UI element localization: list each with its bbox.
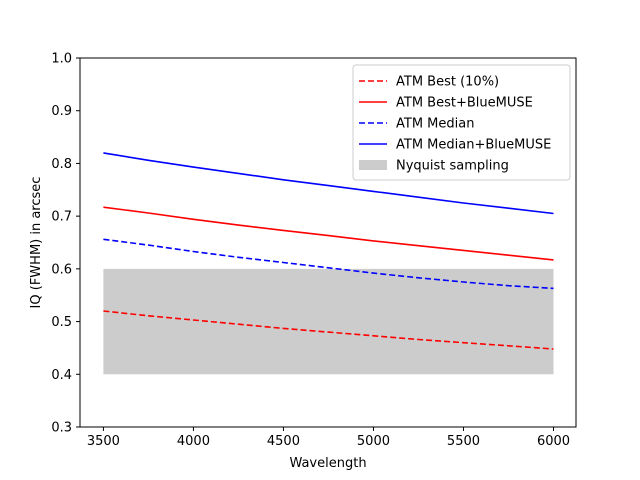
x-tick-label: 4000 xyxy=(177,434,210,449)
legend-label-atm-best-bluemuse: ATM Best+BlueMUSE xyxy=(396,96,533,111)
plot-area xyxy=(103,152,554,375)
legend-label-nyquist-sampling: Nyquist sampling xyxy=(396,159,509,174)
series-line-atm-median-bluemuse xyxy=(103,152,554,215)
legend-label-atm-median: ATM Median xyxy=(396,117,474,132)
series-line-atm-best-10 xyxy=(103,310,554,350)
x-axis-label: Wavelength xyxy=(289,456,366,471)
y-axis: 0.3 0.4 0.5 0.6 0.7 0.8 0.9 1.0 xyxy=(51,52,80,436)
series-line-atm-median xyxy=(103,238,554,290)
x-tick-label: 5500 xyxy=(447,434,480,449)
y-tick-label: 0.3 xyxy=(51,421,72,436)
series-line-atm-best-bluemuse xyxy=(103,206,554,261)
legend-box xyxy=(352,64,571,181)
x-tick-label: 4500 xyxy=(267,434,300,449)
y-tick-label: 0.6 xyxy=(51,262,72,277)
x-tick-label: 6000 xyxy=(537,434,570,449)
y-tick-label: 0.9 xyxy=(51,104,72,119)
x-tick-label: 3500 xyxy=(87,434,120,449)
plot-frame xyxy=(79,57,577,428)
band-nyquist-sampling xyxy=(103,268,554,375)
y-tick-label: 0.4 xyxy=(51,368,72,383)
y-tick-label: 1.0 xyxy=(51,52,72,67)
y-tick-label: 0.7 xyxy=(51,210,72,225)
legend: ATM Best (10%) ATM Best+BlueMUSE ATM Media… xyxy=(352,64,571,181)
x-tick-label: 5000 xyxy=(357,434,390,449)
y-tick-label: 0.8 xyxy=(51,157,72,172)
y-tick-label: 0.5 xyxy=(51,315,72,330)
x-axis: 3500 4000 4500 5000 5500 6000 xyxy=(87,427,570,449)
legend-label-atm-best-10: ATM Best (10%) xyxy=(396,75,499,90)
legend-label-atm-median-bluemuse: ATM Median+BlueMUSE xyxy=(396,138,551,153)
y-axis-label: IQ (FWHM) in arcsec xyxy=(29,177,44,309)
legend-swatch-nyquist-sampling xyxy=(359,160,387,170)
